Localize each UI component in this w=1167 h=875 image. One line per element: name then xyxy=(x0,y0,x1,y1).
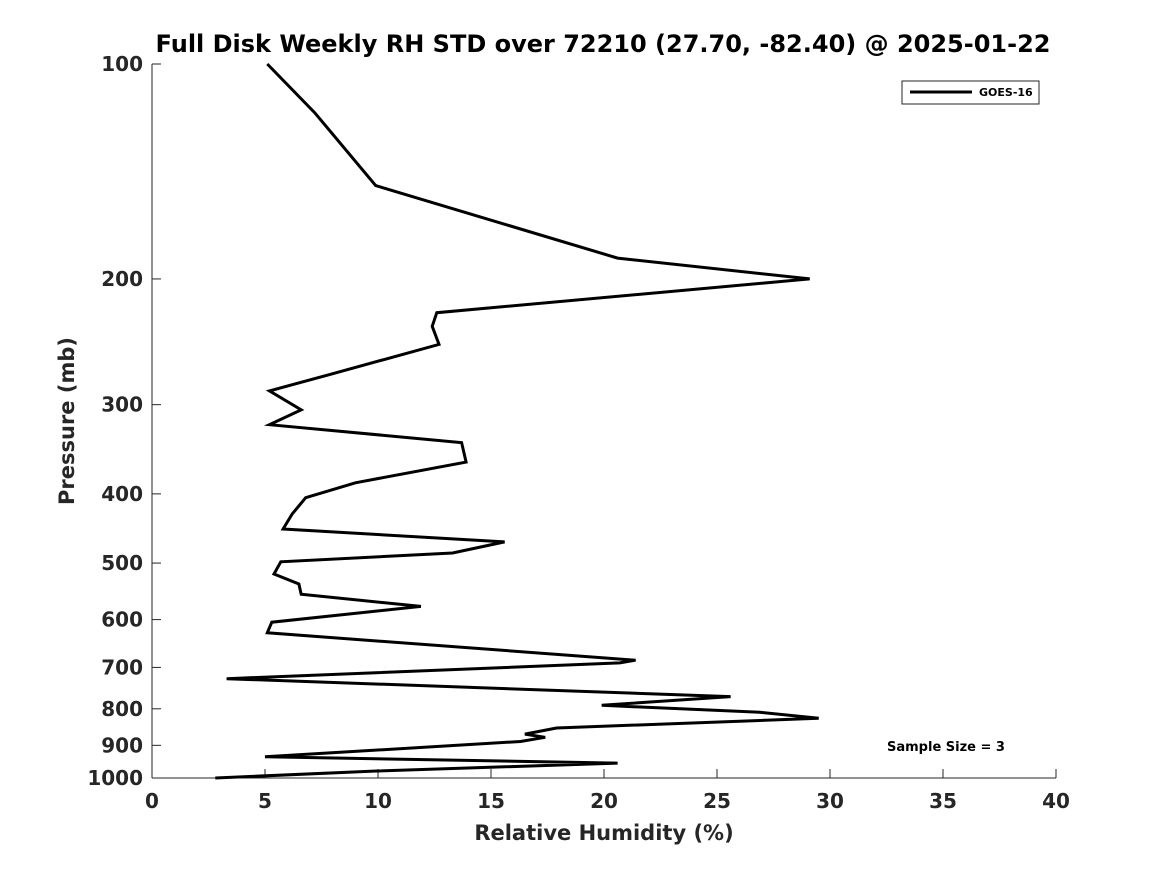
y-tick-label: 400 xyxy=(101,482,143,506)
legend: GOES-16 xyxy=(901,80,1040,105)
y-tick-label: 700 xyxy=(101,655,143,679)
y-tick-label: 100 xyxy=(101,52,143,76)
x-tick-label: 0 xyxy=(145,789,159,813)
x-axis-label: Relative Humidity (%) xyxy=(474,821,733,845)
plot-axes xyxy=(151,64,1056,779)
y-tick-label: 900 xyxy=(101,733,143,757)
y-tick-label: 500 xyxy=(101,551,143,575)
y-tick-label: 200 xyxy=(101,267,143,291)
x-tick-label: 15 xyxy=(477,789,505,813)
x-tick-label: 10 xyxy=(364,789,392,813)
y-tick-label: 1000 xyxy=(87,766,143,790)
x-axis-ticks: 0 5 10 15 20 25 30 35 40 xyxy=(145,769,1070,813)
y-tick-label: 300 xyxy=(101,393,143,417)
x-tick-label: 25 xyxy=(703,789,731,813)
x-tick-label: 5 xyxy=(258,789,272,813)
x-tick-label: 35 xyxy=(929,789,957,813)
sample-size-annotation: Sample Size = 3 xyxy=(887,740,1005,755)
y-tick-label: 600 xyxy=(101,608,143,632)
x-tick-label: 40 xyxy=(1042,789,1070,813)
y-axis-ticks: 100 200 300 400 500 600 700 800 900 1000 xyxy=(87,52,161,790)
x-tick-label: 20 xyxy=(590,789,618,813)
chart-title: Full Disk Weekly RH STD over 72210 (27.7… xyxy=(156,30,1051,58)
y-axis-label: Pressure (mb) xyxy=(55,337,79,505)
series-line-goes-16 xyxy=(215,62,819,780)
legend-label-goes-16: GOES-16 xyxy=(979,86,1033,99)
y-tick-label: 800 xyxy=(101,697,143,721)
x-tick-label: 30 xyxy=(816,789,844,813)
